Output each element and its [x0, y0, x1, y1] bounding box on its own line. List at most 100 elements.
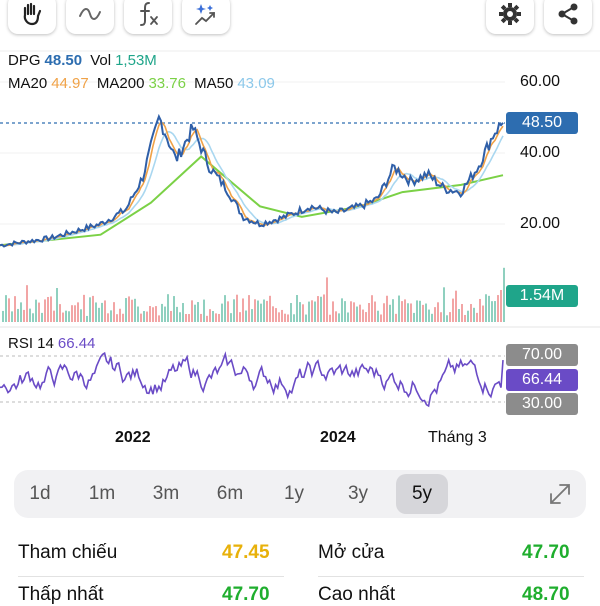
- volume-bar: [236, 294, 238, 322]
- volume-bar: [56, 288, 58, 322]
- volume-bar: [503, 267, 505, 322]
- volume-bar: [440, 312, 442, 322]
- volume-bar: [227, 301, 229, 322]
- range-5y[interactable]: 5y: [396, 474, 448, 514]
- volume-bar: [305, 314, 307, 322]
- rsi-label: RSI 14: [8, 335, 54, 352]
- volume-bar: [350, 301, 352, 322]
- volume-bar: [446, 315, 448, 322]
- volume-bar: [191, 300, 193, 322]
- range-1y[interactable]: 1y: [283, 483, 305, 504]
- stats-divider-left: [18, 576, 284, 577]
- volume-tag: 1.54M: [506, 285, 578, 307]
- volume-bar: [197, 302, 199, 322]
- volume-bar: [53, 310, 55, 322]
- volume-bar: [161, 303, 163, 322]
- volume-bar: [425, 303, 427, 322]
- volume-bar: [371, 295, 373, 322]
- volume-bar: [101, 302, 103, 322]
- indicator-button[interactable]: [124, 0, 172, 34]
- volume-bar: [308, 301, 310, 322]
- volume-bar: [482, 305, 484, 322]
- volume-bar: [47, 296, 49, 322]
- curve-tool-button[interactable]: [66, 0, 114, 34]
- range-1m[interactable]: 1m: [88, 483, 116, 504]
- legend-price: 48.50: [44, 52, 83, 69]
- settings-button[interactable]: [486, 0, 534, 34]
- range-6m[interactable]: 6m: [216, 483, 244, 504]
- volume-bar: [269, 295, 271, 322]
- hand-tool-button[interactable]: [8, 0, 56, 34]
- volume-bar: [131, 299, 133, 322]
- function-icon: [140, 2, 158, 26]
- volume-bar: [38, 302, 40, 322]
- volume-bar: [41, 312, 43, 322]
- legend-ma20-value: 44.97: [51, 75, 89, 92]
- high-label: Cao nhất: [318, 584, 396, 605]
- volume-bar: [497, 295, 499, 322]
- rsi-30-tag: 30.00: [506, 393, 578, 415]
- volume-bar: [20, 302, 22, 322]
- chart-toolbar: [0, 0, 600, 40]
- volume-bar: [398, 295, 400, 322]
- ref-label: Tham chiếu: [18, 542, 118, 563]
- volume-bar: [5, 295, 7, 322]
- volume-bar: [275, 308, 277, 322]
- volume-bar: [59, 304, 61, 322]
- rsi-line: [0, 351, 504, 408]
- volume-bar: [203, 299, 205, 322]
- volume-bar: [401, 301, 403, 322]
- magic-tool-button[interactable]: [182, 0, 230, 34]
- volume-bar: [455, 290, 457, 322]
- volume-bar: [188, 314, 190, 322]
- volume-bar: [338, 313, 340, 322]
- legend-ma200-value: 33.76: [148, 75, 186, 92]
- volume-bar: [290, 303, 292, 322]
- range-3y[interactable]: 3y: [347, 483, 369, 504]
- volume-bar: [488, 295, 490, 322]
- volume-bar: [380, 314, 382, 322]
- volume-bar: [26, 285, 28, 322]
- volume-bar: [176, 306, 178, 322]
- range-3m[interactable]: 3m: [152, 483, 180, 504]
- volume-bar: [83, 294, 85, 322]
- volume-bar: [359, 304, 361, 322]
- volume-bar: [473, 307, 475, 322]
- share-button[interactable]: [544, 0, 592, 34]
- volume-bar: [263, 299, 265, 322]
- volume-bar: [434, 307, 436, 322]
- volume-bar: [128, 296, 130, 322]
- volume-bar: [374, 301, 376, 322]
- ma-legend: MA20 44.97 MA200 33.76 MA50 43.09: [8, 75, 279, 92]
- legend-vol-label: Vol: [90, 52, 112, 69]
- volume-bar: [152, 307, 154, 322]
- volume-bar: [194, 304, 196, 322]
- open-value: 47.70: [522, 542, 570, 563]
- volume-bar: [11, 311, 13, 322]
- volume-bar: [242, 298, 244, 322]
- volume-bar: [284, 313, 286, 322]
- current-price-tag: 48.50: [506, 112, 578, 134]
- legend-ma50-value: 43.09: [237, 75, 275, 92]
- hand-icon: [23, 2, 42, 26]
- ma20-line: [0, 120, 504, 247]
- ref-value: 47.45: [222, 542, 270, 563]
- volume-bar: [494, 301, 496, 322]
- magic-icon: [195, 4, 215, 25]
- volume-bar: [410, 303, 412, 322]
- volume-bar: [89, 297, 91, 322]
- volume-bar: [461, 304, 463, 322]
- volume-bar: [356, 306, 358, 322]
- range-1d[interactable]: 1d: [29, 483, 51, 504]
- price-chart[interactable]: [0, 40, 600, 460]
- volume-bar: [116, 314, 118, 322]
- volume-bar: [2, 310, 4, 322]
- volume-bar: [29, 308, 31, 322]
- volume-bar: [314, 301, 316, 322]
- expand-icon[interactable]: [546, 480, 574, 508]
- volume-bar: [134, 298, 136, 322]
- volume-bar: [428, 309, 430, 322]
- volume-bar: [50, 296, 52, 322]
- volume-bar: [296, 295, 298, 322]
- volume-bar: [65, 310, 67, 322]
